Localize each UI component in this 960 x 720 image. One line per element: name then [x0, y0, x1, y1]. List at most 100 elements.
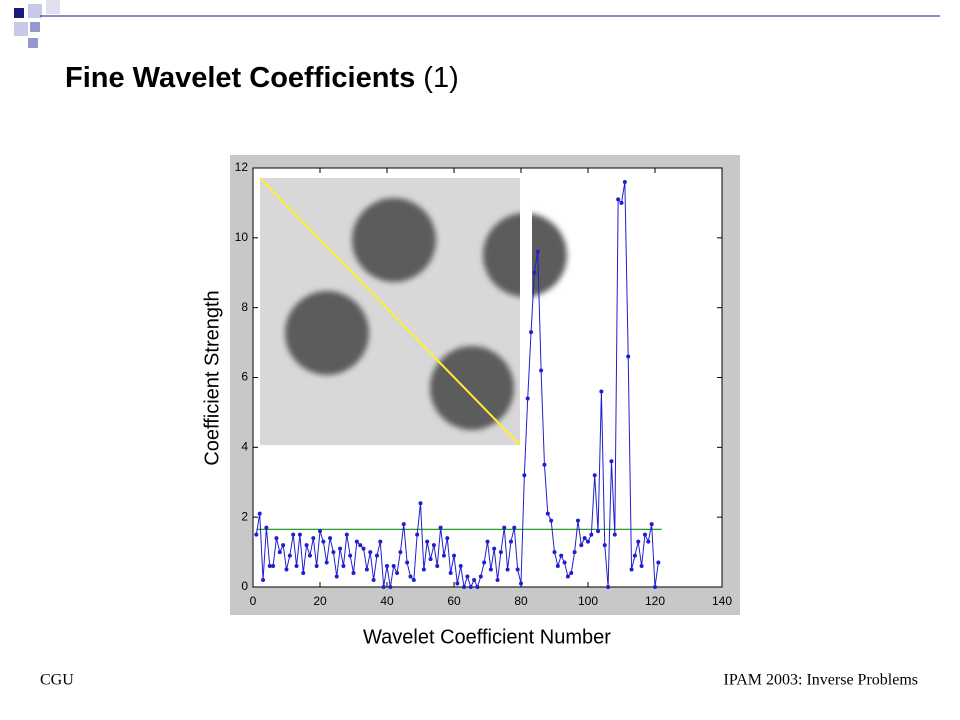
data-point [532, 270, 537, 275]
data-point [281, 543, 286, 548]
data-point [277, 550, 282, 555]
data-point [301, 571, 306, 576]
data-point [257, 511, 262, 516]
data-point [304, 543, 309, 548]
data-point [622, 179, 627, 184]
data-point [344, 532, 349, 537]
x-tick-label: 60 [447, 594, 461, 608]
x-axis-label: Wavelet Coefficient Number [363, 626, 611, 648]
data-point [462, 585, 467, 589]
data-point [626, 354, 631, 359]
data-point [314, 564, 319, 569]
y-tick-label: 4 [241, 440, 248, 454]
data-point [287, 553, 292, 558]
data-point [529, 330, 534, 335]
y-axis-label: Coefficient Strength [201, 290, 223, 465]
data-point [294, 564, 299, 569]
data-point [545, 511, 550, 516]
data-point [411, 578, 416, 583]
x-tick-label: 20 [313, 594, 327, 608]
data-point [468, 585, 473, 589]
data-point [525, 396, 530, 401]
data-point [254, 532, 259, 537]
x-tick-label: 140 [712, 594, 732, 608]
data-point [619, 200, 624, 205]
data-point [498, 550, 503, 555]
data-point [264, 525, 269, 530]
slide-decoration [14, 0, 940, 48]
data-point [408, 574, 413, 579]
data-point [565, 574, 570, 579]
data-point [261, 578, 266, 583]
data-point [539, 368, 544, 373]
x-tick-label: 120 [645, 594, 665, 608]
data-point [361, 546, 366, 551]
data-point [435, 564, 440, 569]
data-point [478, 574, 483, 579]
data-point [421, 567, 426, 572]
data-point [535, 249, 540, 254]
data-point [368, 550, 373, 555]
slide-title: Fine Wavelet Coefficients (1) [65, 62, 459, 94]
data-point [328, 536, 333, 541]
data-point [445, 536, 450, 541]
data-point [549, 518, 554, 523]
y-tick-label: 6 [241, 370, 248, 384]
data-point [321, 539, 326, 544]
data-point [612, 532, 617, 537]
data-point [582, 536, 587, 541]
data-point [512, 525, 517, 530]
y-tick-label: 12 [235, 160, 249, 174]
x-tick-label: 40 [380, 594, 394, 608]
data-point [297, 532, 302, 537]
data-point [602, 543, 607, 548]
data-point [616, 197, 621, 202]
y-tick-label: 2 [241, 509, 248, 523]
data-point [515, 567, 520, 572]
data-point [274, 536, 279, 541]
data-point [405, 560, 410, 565]
data-point [485, 539, 490, 544]
data-point [579, 543, 584, 548]
data-point [291, 532, 296, 537]
data-point [351, 571, 356, 576]
data-point [318, 529, 322, 534]
data-point [569, 571, 574, 576]
data-point [646, 539, 651, 544]
data-point [381, 585, 386, 589]
data-point [428, 557, 433, 562]
data-point [586, 539, 590, 544]
data-point [542, 462, 547, 467]
data-point [452, 553, 456, 558]
data-point [341, 564, 346, 569]
data-point [371, 578, 376, 583]
data-point [649, 522, 654, 527]
data-point [348, 553, 353, 558]
data-point [508, 539, 513, 544]
data-point [311, 536, 316, 541]
data-point [472, 578, 477, 583]
data-point [656, 560, 661, 565]
data-point [642, 532, 647, 537]
data-point [606, 585, 611, 589]
data-point [358, 543, 363, 548]
data-point [475, 585, 480, 589]
data-point [522, 473, 527, 478]
data-point [552, 550, 557, 555]
data-point [458, 564, 463, 569]
footer-right: IPAM 2003: Inverse Problems [723, 672, 918, 689]
data-point [639, 564, 644, 569]
y-tick-label: 0 [241, 579, 248, 593]
data-point [609, 459, 614, 464]
data-point [519, 581, 523, 586]
x-tick-label: 80 [514, 594, 528, 608]
data-point [492, 546, 497, 551]
data-point [388, 585, 393, 589]
data-point [418, 501, 423, 506]
data-point [599, 389, 604, 394]
data-point [502, 525, 507, 530]
data-point [455, 581, 460, 586]
data-point [629, 567, 634, 572]
data-point [488, 567, 493, 572]
